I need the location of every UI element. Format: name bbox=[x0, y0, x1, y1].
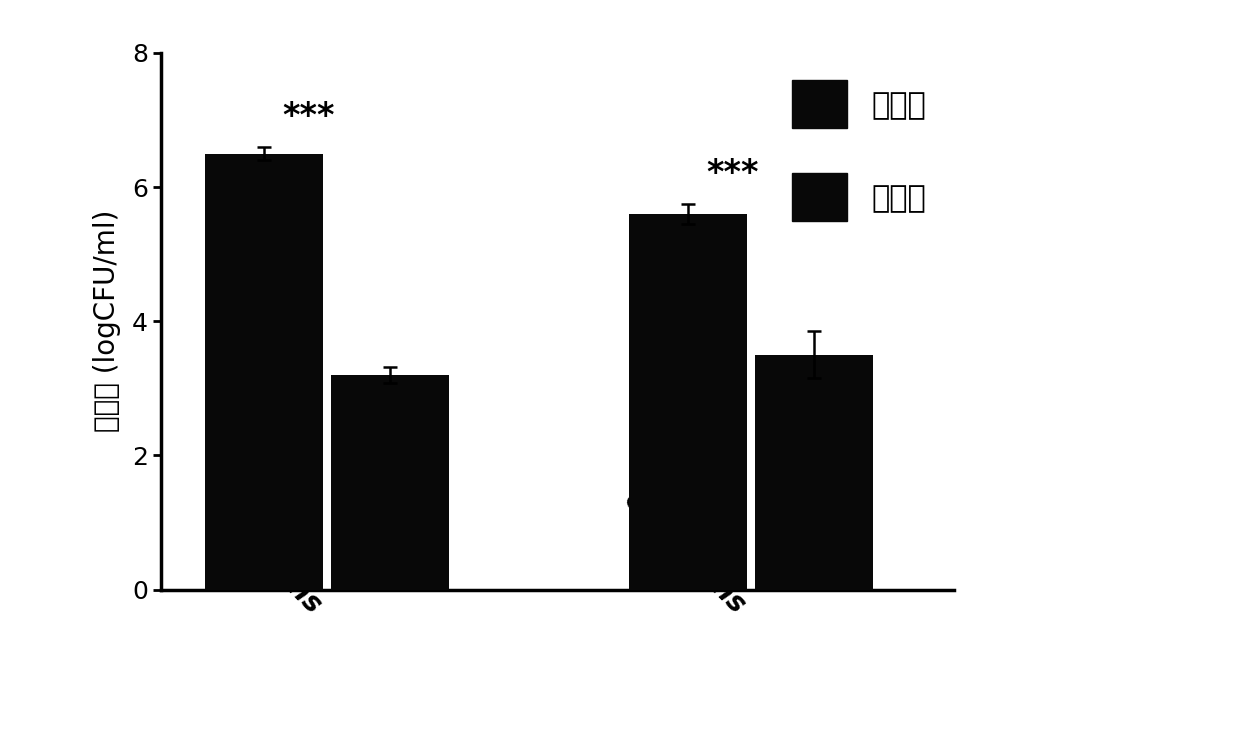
Bar bbox=[206, 153, 323, 590]
Legend: 介导前, 介导后: 介导前, 介导后 bbox=[781, 68, 939, 233]
Y-axis label: 菌落数 (logCFU/ml): 菌落数 (logCFU/ml) bbox=[93, 210, 120, 432]
Text: ***: *** bbox=[706, 157, 760, 191]
Bar bbox=[629, 214, 747, 590]
Text: ***: *** bbox=[282, 101, 335, 133]
Bar bbox=[331, 375, 449, 590]
Bar bbox=[755, 355, 873, 590]
